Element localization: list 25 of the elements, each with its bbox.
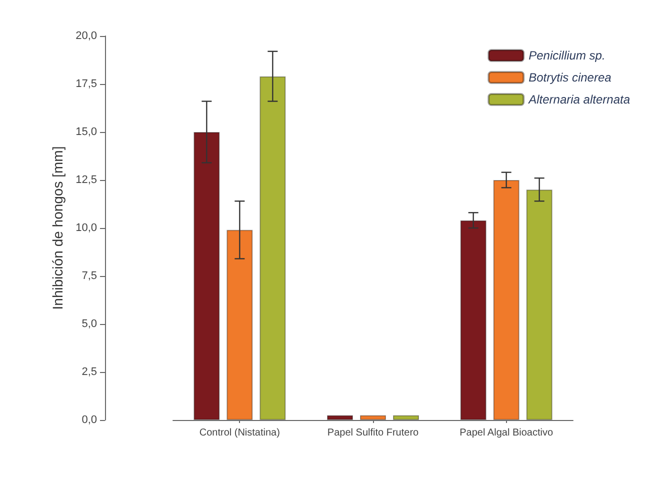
x-tick-label: Control (Nistatina) <box>199 428 280 438</box>
legend-label: Alternaria alternata <box>528 92 630 106</box>
y-tick-label: 12,5 <box>76 174 97 186</box>
bar <box>460 220 486 420</box>
y-tick-label: 2,5 <box>82 366 97 378</box>
legend-label: Botrytis cinerea <box>528 70 612 84</box>
bar <box>493 180 520 420</box>
bar <box>327 415 353 420</box>
bar <box>526 190 552 420</box>
y-axis-title: Inhibición de hongos [mm] <box>50 146 66 310</box>
bar <box>226 230 253 420</box>
bar <box>360 415 386 420</box>
y-tick-label: 20,0 <box>76 30 97 42</box>
y-tick-label: 0,0 <box>82 414 97 426</box>
y-tick-label: 17,5 <box>76 78 97 90</box>
x-tick-label: Papel Algal Bioactivo <box>460 428 554 438</box>
y-tick-label: 15,0 <box>76 126 97 138</box>
y-tick-label: 5,0 <box>82 318 97 330</box>
y-tick-label: 10,0 <box>76 222 97 234</box>
legend-label: Penicillium sp. <box>528 48 606 62</box>
y-tick-label: 7,5 <box>82 270 97 282</box>
bar <box>260 76 286 420</box>
bar <box>194 132 220 420</box>
x-tick-label: Papel Sulfito Frutero <box>327 428 420 438</box>
bar <box>393 415 419 420</box>
